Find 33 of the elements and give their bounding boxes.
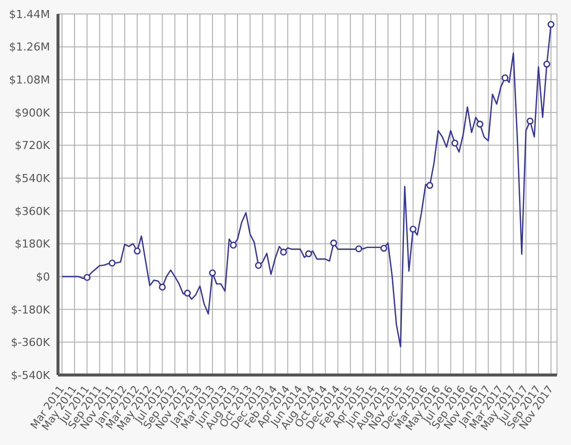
- point: [254, 262, 262, 269]
- point: [84, 274, 91, 281]
- point: [410, 226, 417, 233]
- y-tick-label: $540K: [14, 172, 51, 185]
- point: [526, 118, 534, 124]
- point: [158, 284, 166, 291]
- y-tick-label: $1.26M: [9, 40, 50, 54]
- point: [305, 250, 312, 258]
- point: [108, 260, 116, 267]
- point: [543, 60, 550, 68]
- point: [230, 242, 237, 249]
- point: [280, 248, 287, 256]
- y-tick-label: $0: [36, 270, 50, 284]
- y-tick-label: $900K: [14, 106, 51, 120]
- point: [502, 74, 508, 82]
- y-tick-label: $720K: [14, 139, 51, 152]
- point: [355, 245, 362, 252]
- y-tick-label: $-540K: [10, 368, 51, 382]
- y-tick-label: $360K: [14, 204, 51, 218]
- point: [548, 20, 554, 28]
- y-tick-label: $-360K: [10, 336, 51, 350]
- y-tick-label: $1.44M: [9, 8, 50, 21]
- point: [380, 244, 388, 252]
- point: [426, 182, 434, 189]
- point: [476, 120, 484, 128]
- point: [330, 240, 338, 246]
- y-tick-label: $180K: [14, 238, 51, 251]
- point: [134, 248, 141, 254]
- y-tick-label: $-180K: [10, 303, 51, 316]
- point: [209, 269, 216, 276]
- point: [184, 290, 191, 297]
- y-tick-label: $1.08M: [9, 74, 50, 87]
- point: [451, 140, 458, 147]
